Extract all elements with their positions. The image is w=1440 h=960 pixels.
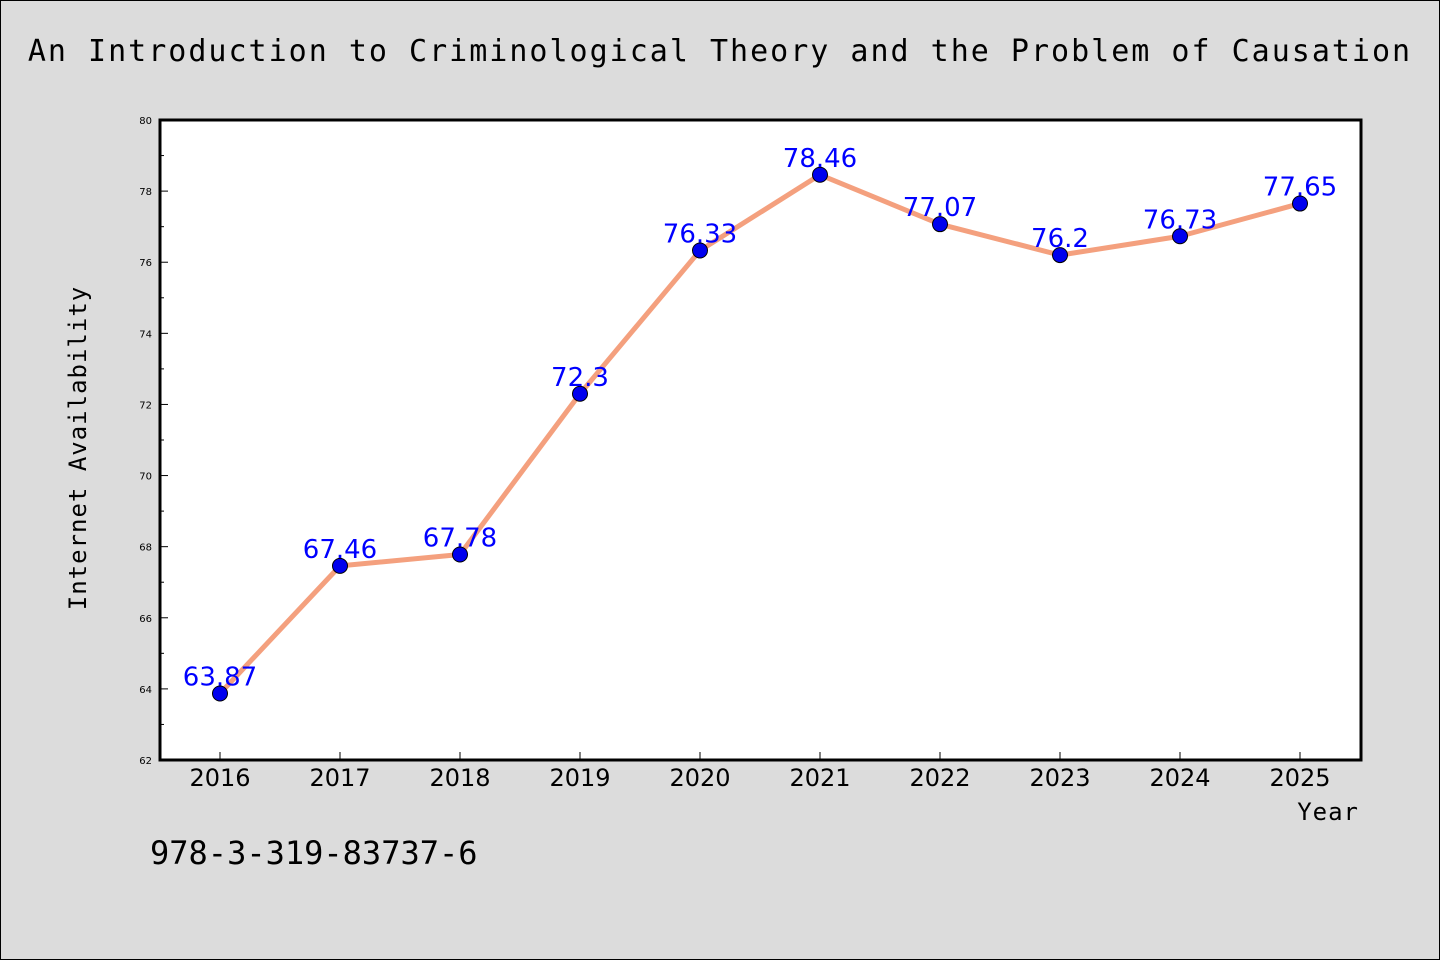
data-labels: 63.87 67.46 67.78 72.3 76.33 78.46 77.07 76.2 76… bbox=[183, 144, 1337, 693]
x-tick-label: 2024 bbox=[1149, 764, 1210, 792]
x-tick-label: 2019 bbox=[549, 764, 610, 792]
data-label: 77.07 bbox=[903, 193, 977, 223]
isbn-text: 978-3-319-83737-6 bbox=[150, 834, 478, 872]
data-point bbox=[572, 385, 588, 402]
data-point bbox=[1292, 195, 1308, 212]
series-line bbox=[217, 172, 1303, 697]
data-label: 67.78 bbox=[423, 523, 497, 553]
plot-border bbox=[158, 118, 1363, 762]
y-tick-label: 62 bbox=[139, 756, 152, 767]
data-point bbox=[212, 685, 228, 702]
series-layer bbox=[212, 166, 1308, 702]
data-point bbox=[812, 166, 828, 183]
y-tick-label: 72 bbox=[139, 400, 152, 411]
x-tick-label: 2022 bbox=[909, 764, 970, 792]
data-label: 76.33 bbox=[663, 219, 737, 249]
data-point bbox=[692, 242, 708, 259]
data-label: 76.2 bbox=[1031, 224, 1089, 254]
data-label: 77.65 bbox=[1263, 173, 1337, 203]
y-tick-label: 66 bbox=[139, 614, 152, 625]
x-tick-label: 2021 bbox=[789, 764, 850, 792]
y-tick-label: 64 bbox=[139, 685, 152, 696]
data-point bbox=[452, 546, 468, 563]
data-label: 67.46 bbox=[303, 535, 377, 565]
data-point bbox=[932, 216, 948, 233]
data-point bbox=[332, 557, 348, 574]
y-tick-label: 68 bbox=[139, 543, 152, 554]
data-point bbox=[1052, 247, 1068, 264]
chart-title: An Introduction to Criminological Theory… bbox=[27, 34, 1413, 69]
x-tick-label: 2025 bbox=[1269, 764, 1330, 792]
x-tick-label: 2017 bbox=[309, 764, 370, 792]
y-tick-label: 76 bbox=[139, 258, 152, 269]
y-tick-label: 70 bbox=[139, 472, 152, 483]
x-axis-ticks: 2016 2017 2018 2019 2020 2021 2022 2023 2024 2025 bbox=[189, 752, 1331, 792]
y-tick-label: 80 bbox=[139, 116, 152, 127]
x-tick-label: 2018 bbox=[429, 764, 490, 792]
x-axis-title: Year bbox=[1297, 798, 1359, 826]
data-point bbox=[1172, 228, 1188, 245]
x-tick-label: 2023 bbox=[1029, 764, 1090, 792]
x-tick-label: 2020 bbox=[669, 764, 730, 792]
data-label: 78.46 bbox=[783, 144, 857, 174]
y-tick-label: 78 bbox=[139, 187, 152, 198]
y-axis-title: Internet Availability bbox=[64, 286, 92, 610]
data-label: 72.3 bbox=[551, 363, 609, 393]
y-tick-label: 74 bbox=[139, 329, 152, 340]
data-label: 63.87 bbox=[183, 663, 257, 693]
x-tick-label: 2016 bbox=[189, 764, 250, 792]
plot-area bbox=[160, 120, 1361, 760]
data-label: 76.73 bbox=[1143, 205, 1217, 235]
